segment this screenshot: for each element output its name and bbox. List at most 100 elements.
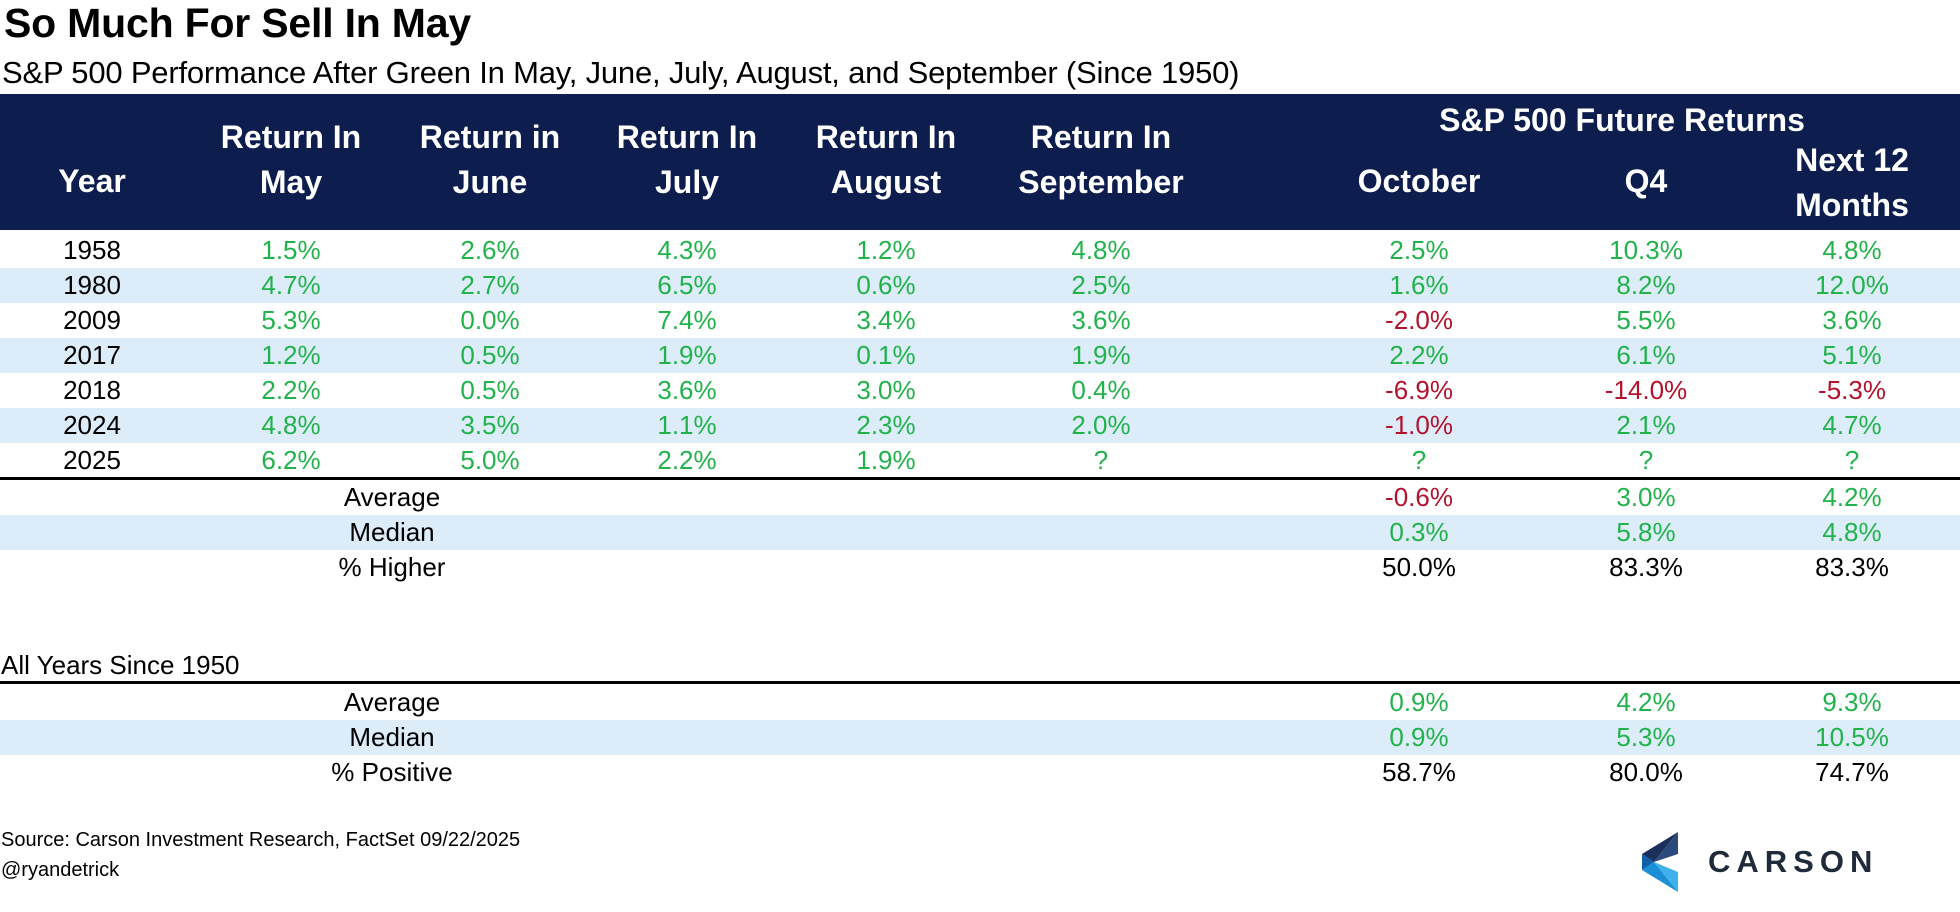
table-row: 2025 6.2% 5.0% 2.2% 1.9%???? — [0, 443, 1960, 478]
summary-value: 10.5% — [1815, 722, 1889, 752]
summary-value: 83.3% — [1609, 552, 1683, 582]
value-cell: ? — [1093, 445, 1109, 475]
value-cell: 0.5% — [460, 340, 520, 370]
column-header-line1: Next 12 — [1795, 142, 1909, 178]
table-row: 2024 4.8% 3.5% 1.1% 2.3% 2.0% -1.0% 2.1% 4.7% — [0, 408, 1960, 443]
value-cell: 2.0% — [1071, 410, 1131, 440]
value-cell: ? — [1844, 445, 1860, 475]
value-cell: 2.3% — [856, 410, 916, 440]
column-header-line1: Return In — [220, 119, 362, 155]
column-header-line2: June — [452, 164, 528, 200]
table-header: S&P 500 Future Returns Year Return In May Re… — [0, 94, 1960, 230]
value-cell: 3.5% — [460, 410, 520, 440]
table-row: 2018 2.2% 0.5% 3.6% 3.0% 0.4% -6.9% -14.0% -5.3% — [0, 373, 1960, 408]
year-cell: 2024 — [63, 410, 121, 440]
year-cell: 2018 — [63, 375, 121, 405]
table-row: 2017 1.2% 0.5% 1.9% 0.1% 1.9% 2.2% 6.1% 5.1% — [0, 338, 1960, 373]
summary-value: -0.6% — [1385, 482, 1453, 512]
value-cell: 1.9% — [1071, 340, 1131, 370]
value-cell: 6.2% — [261, 445, 321, 475]
column-header-line2: May — [259, 164, 323, 200]
value-cell: 12.0% — [1815, 270, 1889, 300]
summary-value: 83.3% — [1815, 552, 1889, 582]
summary-value: 50.0% — [1382, 552, 1456, 582]
year-cell: 1980 — [63, 270, 121, 300]
summary-value: 9.3% — [1822, 687, 1882, 717]
summary-label: Median — [349, 722, 435, 752]
value-cell: 1.6% — [1389, 270, 1449, 300]
table-row: Average -0.6% 3.0% 4.2% — [0, 480, 1960, 515]
column-header-line1: Return In — [616, 119, 758, 155]
value-cell: -1.0% — [1385, 410, 1453, 440]
value-cell: 5.0% — [460, 445, 520, 475]
summary-value: 3.0% — [1616, 482, 1676, 512]
year-cell: 2009 — [63, 305, 121, 335]
value-cell: 2.6% — [460, 235, 520, 265]
carson-logo-icon — [1642, 832, 1678, 892]
summary-value: 5.3% — [1616, 722, 1676, 752]
column-header: Year — [58, 163, 126, 199]
value-cell: -2.0% — [1385, 305, 1453, 335]
value-cell: 10.3% — [1609, 235, 1683, 265]
summary-value: 80.0% — [1609, 757, 1683, 787]
column-header-line1: Return In — [815, 119, 957, 155]
year-cell: 2017 — [63, 340, 121, 370]
value-cell: ? — [1411, 445, 1427, 475]
year-cell: 1958 — [63, 235, 121, 265]
table-row: Average 0.9% 4.2% 9.3% — [0, 685, 1960, 720]
table-row: Median 0.3% 5.8% 4.8% — [0, 515, 1960, 550]
value-cell: -14.0% — [1604, 375, 1688, 405]
value-cell: 4.8% — [1822, 235, 1882, 265]
summary-label: Average — [343, 482, 441, 512]
summary-value: 4.2% — [1616, 687, 1676, 717]
value-cell: 2.2% — [261, 375, 321, 405]
value-cell: -6.9% — [1385, 375, 1453, 405]
value-cell: 3.0% — [856, 375, 916, 405]
value-cell: 4.3% — [657, 235, 717, 265]
summary-value: 4.2% — [1822, 482, 1882, 512]
value-cell: 0.0% — [460, 305, 520, 335]
carson-logo: CARSON — [1640, 830, 1880, 896]
carson-logo-text: CARSON — [1708, 844, 1879, 879]
column-header: Return In September — [986, 115, 1216, 205]
summary-label: Average — [343, 687, 441, 717]
chart-subtitle: S&P 500 Performance After Green In May, … — [2, 55, 1240, 90]
value-cell: 7.4% — [657, 305, 717, 335]
value-cell: 0.6% — [856, 270, 916, 300]
chart-title: So Much For Sell In May — [4, 0, 471, 46]
value-cell: 3.6% — [1822, 305, 1882, 335]
value-cell: ? — [1638, 445, 1654, 475]
summary-value: 0.9% — [1389, 687, 1449, 717]
all-years-divider — [0, 681, 1960, 684]
table-row: 2009 5.3% 0.0% 7.4% 3.4% 3.6% -2.0% 5.5% 3.6% — [0, 303, 1960, 338]
value-cell: 2.5% — [1389, 235, 1449, 265]
summary-value: 4.8% — [1822, 517, 1882, 547]
value-cell: 4.8% — [1071, 235, 1131, 265]
table-row: 1958 1.5% 2.6% 4.3% 1.2% 4.8% 2.5% 10.3% 4.8% — [0, 233, 1960, 268]
value-cell: 6.1% — [1616, 340, 1676, 370]
summary-value: 74.7% — [1815, 757, 1889, 787]
summary-value: 58.7% — [1382, 757, 1456, 787]
value-cell: 1.2% — [261, 340, 321, 370]
value-cell: 3.6% — [657, 375, 717, 405]
value-cell: 1.1% — [657, 410, 717, 440]
value-cell: 0.1% — [856, 340, 916, 370]
value-cell: 5.1% — [1822, 340, 1882, 370]
value-cell: 6.5% — [657, 270, 717, 300]
table-row: % Higher 50.0% 83.3% 83.3% — [0, 550, 1960, 585]
table-row: Median 0.9% 5.3% 10.5% — [0, 720, 1960, 755]
value-cell: -5.3% — [1818, 375, 1886, 405]
value-cell: 5.5% — [1616, 305, 1676, 335]
column-header-line2: September — [1018, 164, 1184, 200]
column-header-line2: Months — [1795, 187, 1909, 223]
value-cell: 1.9% — [856, 445, 916, 475]
summary-divider — [0, 477, 1960, 480]
year-cell: 2025 — [63, 445, 121, 475]
summary-label: % Positive — [331, 757, 453, 787]
column-header: Q4 — [1624, 163, 1668, 199]
column-header: Next 12 Months — [1752, 138, 1952, 228]
value-cell: 2.1% — [1616, 410, 1676, 440]
column-header: October — [1357, 163, 1481, 199]
summary-value: 5.8% — [1616, 517, 1676, 547]
value-cell: 4.8% — [261, 410, 321, 440]
